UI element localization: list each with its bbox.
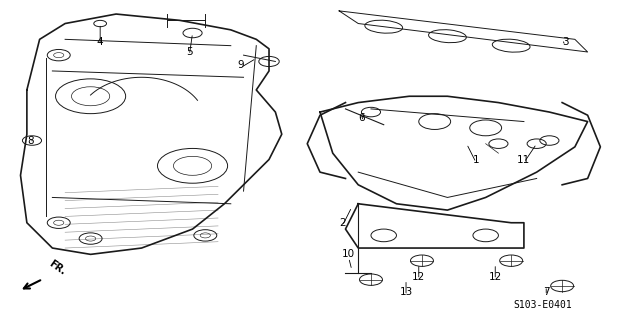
Text: 13: 13 <box>399 287 413 297</box>
Text: 2: 2 <box>339 218 346 228</box>
Text: 9: 9 <box>237 60 244 70</box>
Text: 10: 10 <box>342 249 355 259</box>
Text: S103-E0401: S103-E0401 <box>514 300 572 310</box>
Text: FR.: FR. <box>47 259 68 278</box>
Text: 4: 4 <box>97 38 104 48</box>
Text: 11: 11 <box>517 154 531 165</box>
Text: 12: 12 <box>488 271 502 281</box>
Text: 7: 7 <box>543 287 550 297</box>
Text: 5: 5 <box>186 47 193 57</box>
Text: 3: 3 <box>562 38 569 48</box>
Text: 8: 8 <box>27 136 33 145</box>
Text: 12: 12 <box>412 271 426 281</box>
Text: 6: 6 <box>358 113 365 123</box>
Text: 1: 1 <box>473 154 479 165</box>
